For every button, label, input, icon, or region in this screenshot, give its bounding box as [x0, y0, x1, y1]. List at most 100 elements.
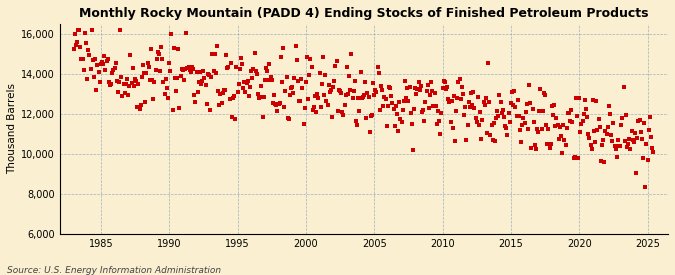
- Point: [477, 118, 488, 123]
- Point: [267, 101, 278, 106]
- Point: [299, 106, 310, 110]
- Point: [249, 51, 260, 56]
- Point: [587, 147, 597, 151]
- Point: [219, 87, 230, 92]
- Point: [244, 94, 254, 98]
- Point: [231, 65, 242, 70]
- Point: [165, 69, 176, 73]
- Point: [517, 123, 528, 127]
- Point: [335, 90, 346, 95]
- Point: [522, 127, 533, 131]
- Point: [361, 116, 372, 120]
- Point: [383, 85, 394, 90]
- Point: [252, 72, 263, 76]
- Point: [315, 105, 326, 109]
- Point: [531, 146, 541, 151]
- Point: [456, 85, 467, 90]
- Point: [608, 121, 619, 125]
- Point: [174, 106, 185, 111]
- Point: [181, 31, 192, 35]
- Point: [511, 114, 522, 119]
- Point: [542, 142, 553, 146]
- Point: [617, 116, 628, 120]
- Point: [161, 86, 172, 90]
- Point: [70, 31, 80, 36]
- Point: [284, 117, 294, 121]
- Point: [206, 75, 217, 79]
- Point: [520, 109, 531, 114]
- Point: [212, 43, 223, 48]
- Point: [405, 111, 416, 116]
- Point: [478, 100, 489, 104]
- Point: [346, 52, 357, 57]
- Point: [302, 55, 313, 59]
- Point: [241, 81, 252, 85]
- Point: [583, 131, 594, 136]
- Point: [264, 62, 275, 67]
- Point: [232, 90, 243, 95]
- Point: [144, 78, 155, 83]
- Point: [304, 72, 315, 77]
- Point: [255, 95, 266, 99]
- Point: [441, 85, 452, 89]
- Point: [250, 68, 261, 73]
- Point: [388, 107, 399, 111]
- Point: [103, 80, 114, 84]
- Point: [332, 109, 343, 114]
- Point: [539, 93, 550, 98]
- Point: [580, 106, 591, 111]
- Point: [453, 80, 464, 84]
- Point: [282, 116, 293, 120]
- Point: [347, 95, 358, 100]
- Point: [148, 97, 159, 101]
- Point: [204, 72, 215, 77]
- Point: [641, 142, 652, 146]
- Point: [139, 71, 150, 75]
- Point: [535, 87, 546, 91]
- Point: [643, 128, 654, 132]
- Point: [229, 94, 240, 98]
- Point: [84, 53, 95, 57]
- Point: [88, 58, 99, 62]
- Point: [615, 144, 626, 148]
- Point: [458, 92, 468, 96]
- Point: [78, 68, 89, 72]
- Point: [257, 115, 268, 119]
- Point: [208, 69, 219, 73]
- Point: [428, 103, 439, 108]
- Point: [113, 80, 124, 84]
- Point: [404, 85, 415, 90]
- Point: [171, 89, 182, 93]
- Point: [489, 139, 500, 143]
- Point: [612, 138, 623, 142]
- Point: [217, 91, 228, 95]
- Point: [426, 79, 437, 84]
- Point: [269, 93, 279, 98]
- Point: [634, 118, 645, 122]
- Point: [529, 120, 539, 125]
- Point: [375, 108, 385, 112]
- Point: [648, 150, 659, 155]
- Point: [459, 113, 470, 117]
- Point: [99, 54, 109, 58]
- Point: [594, 125, 605, 130]
- Point: [314, 71, 325, 76]
- Point: [481, 96, 491, 101]
- Point: [423, 106, 434, 110]
- Point: [100, 68, 111, 73]
- Point: [134, 107, 145, 111]
- Point: [557, 151, 568, 155]
- Point: [333, 88, 344, 92]
- Point: [248, 67, 259, 72]
- Point: [464, 105, 475, 109]
- Point: [568, 156, 579, 160]
- Point: [461, 138, 472, 142]
- Point: [252, 92, 263, 96]
- Point: [385, 86, 396, 90]
- Point: [380, 97, 391, 101]
- Point: [322, 103, 333, 108]
- Point: [74, 28, 84, 32]
- Point: [337, 110, 348, 115]
- Point: [529, 143, 540, 148]
- Point: [625, 146, 636, 151]
